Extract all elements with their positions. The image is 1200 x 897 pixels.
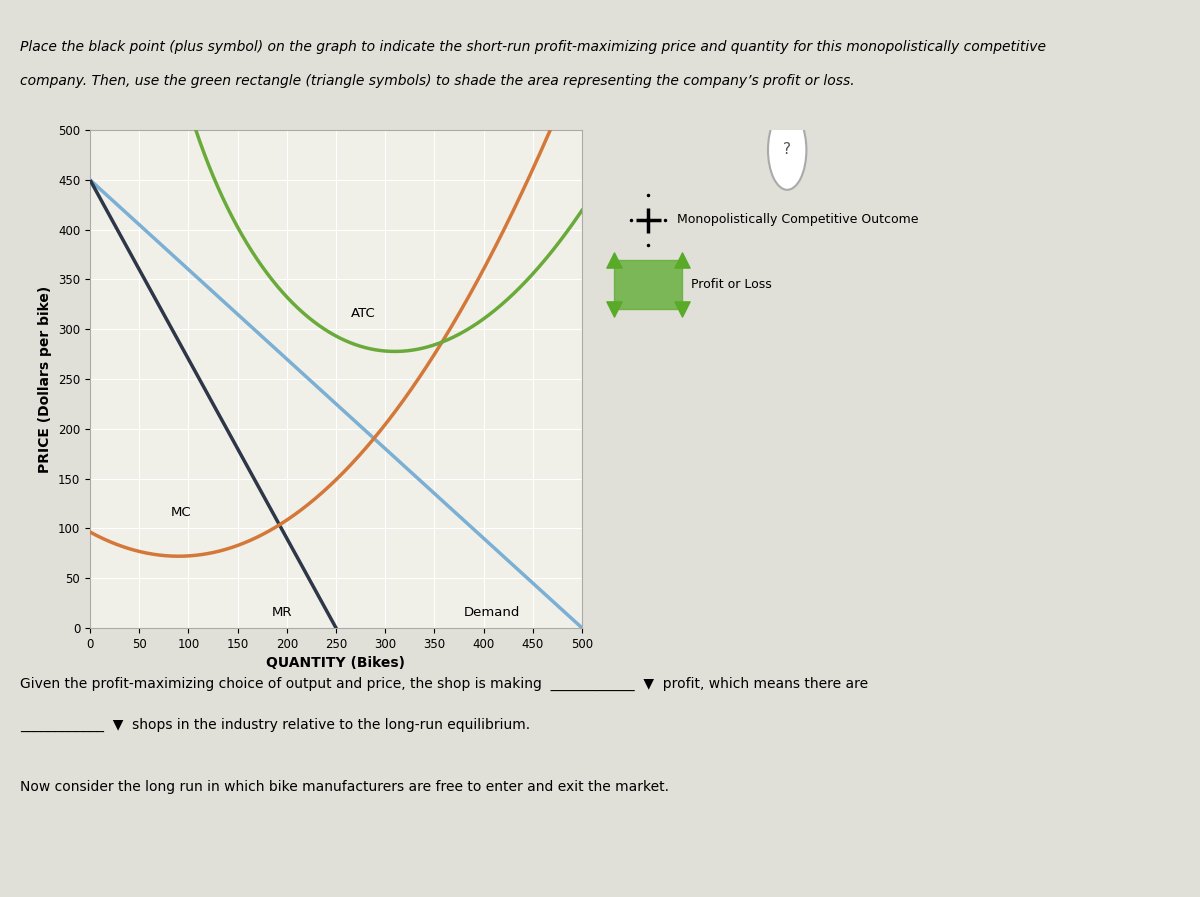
Text: ____________  ▼  shops in the industry relative to the long-run equilibrium.: ____________ ▼ shops in the industry rel… (20, 718, 530, 732)
Point (672, 252, 691, 266)
Bar (614, 259, 682, 309)
Text: MR: MR (272, 606, 293, 619)
Text: ATC: ATC (350, 308, 376, 320)
Point (672, 302, 691, 317)
Text: Given the profit-maximizing choice of output and price, the shop is making  ____: Given the profit-maximizing choice of ou… (20, 677, 869, 692)
Text: Demand: Demand (464, 606, 521, 619)
Text: company. Then, use the green rectangle (triangle symbols) to shade the area repr: company. Then, use the green rectangle (… (20, 74, 856, 88)
Y-axis label: PRICE (Dollars per bike): PRICE (Dollars per bike) (38, 285, 53, 473)
Text: Profit or Loss: Profit or Loss (691, 278, 772, 291)
Text: Now consider the long run in which bike manufacturers are free to enter and exit: Now consider the long run in which bike … (20, 780, 670, 795)
Circle shape (768, 110, 806, 190)
X-axis label: QUANTITY (Bikes): QUANTITY (Bikes) (266, 657, 406, 670)
Text: Place the black point (plus symbol) on the graph to indicate the short-run profi: Place the black point (plus symbol) on t… (20, 40, 1046, 55)
Point (605, 302, 624, 317)
Text: Monopolistically Competitive Outcome: Monopolistically Competitive Outcome (677, 213, 918, 226)
Point (605, 252, 624, 266)
Text: MC: MC (170, 507, 191, 519)
Text: ?: ? (784, 143, 791, 158)
